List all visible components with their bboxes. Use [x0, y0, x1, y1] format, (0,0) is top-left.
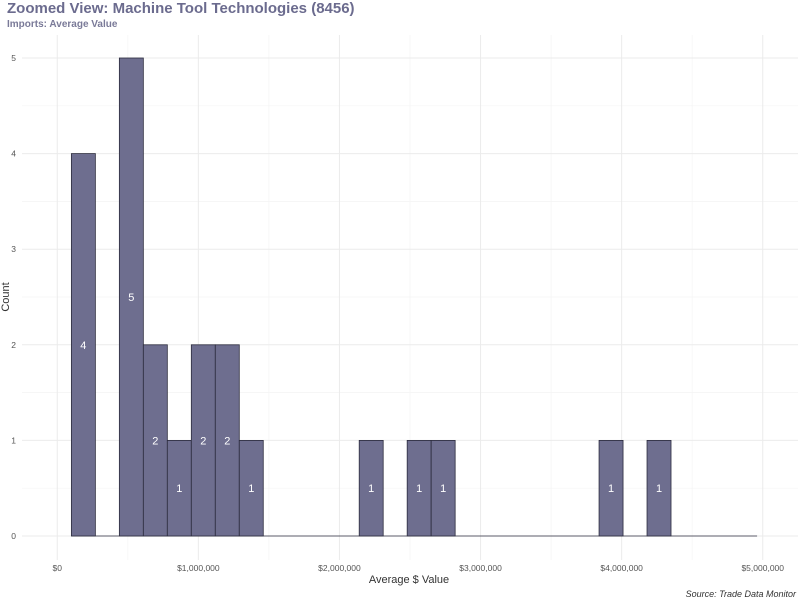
x-tick-label: $3,000,000	[459, 563, 502, 573]
x-axis-title: Average $ Value	[369, 574, 449, 586]
bar-count-label: 4	[80, 340, 86, 352]
y-tick-label: 4	[11, 149, 16, 159]
bar-count-label: 1	[248, 483, 254, 495]
y-tick-label: 3	[11, 244, 16, 254]
bar-count-label: 2	[224, 435, 230, 447]
histogram-bar	[646, 439, 672, 537]
y-tick-label: 1	[11, 435, 16, 445]
bar-count-label: 1	[656, 483, 662, 495]
bar-labels: 4 5 2 1 2 2 1 1 1 1 1 1	[80, 292, 662, 495]
bar-count-label: 5	[128, 292, 134, 304]
bar-count-label: 1	[440, 483, 446, 495]
chart-title: Zoomed View: Machine Tool Technologies (…	[7, 0, 355, 17]
histogram-bar	[70, 153, 96, 537]
x-tick-label: $0	[53, 563, 63, 573]
x-tick-label: $5,000,000	[741, 563, 784, 573]
bar-count-label: 1	[176, 483, 182, 495]
bar-count-label: 2	[200, 435, 206, 447]
y-axis-title: Count	[0, 282, 12, 311]
bar-count-label: 1	[368, 483, 374, 495]
y-tick-label: 0	[11, 531, 16, 541]
y-tick-label: 5	[11, 53, 16, 63]
source-caption: Source: Trade Data Monitor	[685, 589, 796, 599]
axes: $0 $1,000,000 $2,000,000 $3,000,000 $4,000,0…	[11, 53, 784, 573]
histogram-bar	[598, 439, 624, 537]
histogram-bar	[118, 57, 144, 537]
chart-subtitle: Imports: Average Value	[7, 19, 118, 30]
bar-count-label: 2	[152, 435, 158, 447]
bar-count-label: 1	[416, 483, 422, 495]
y-tick-label: 2	[11, 340, 16, 350]
x-tick-label: $4,000,000	[600, 563, 643, 573]
histogram-bar	[358, 439, 384, 537]
bars	[70, 57, 758, 537]
histogram-bar	[238, 439, 264, 537]
histogram-bar	[430, 439, 456, 537]
x-tick-label: $2,000,000	[318, 563, 361, 573]
bar-count-label: 1	[608, 483, 614, 495]
x-tick-label: $1,000,000	[177, 563, 220, 573]
